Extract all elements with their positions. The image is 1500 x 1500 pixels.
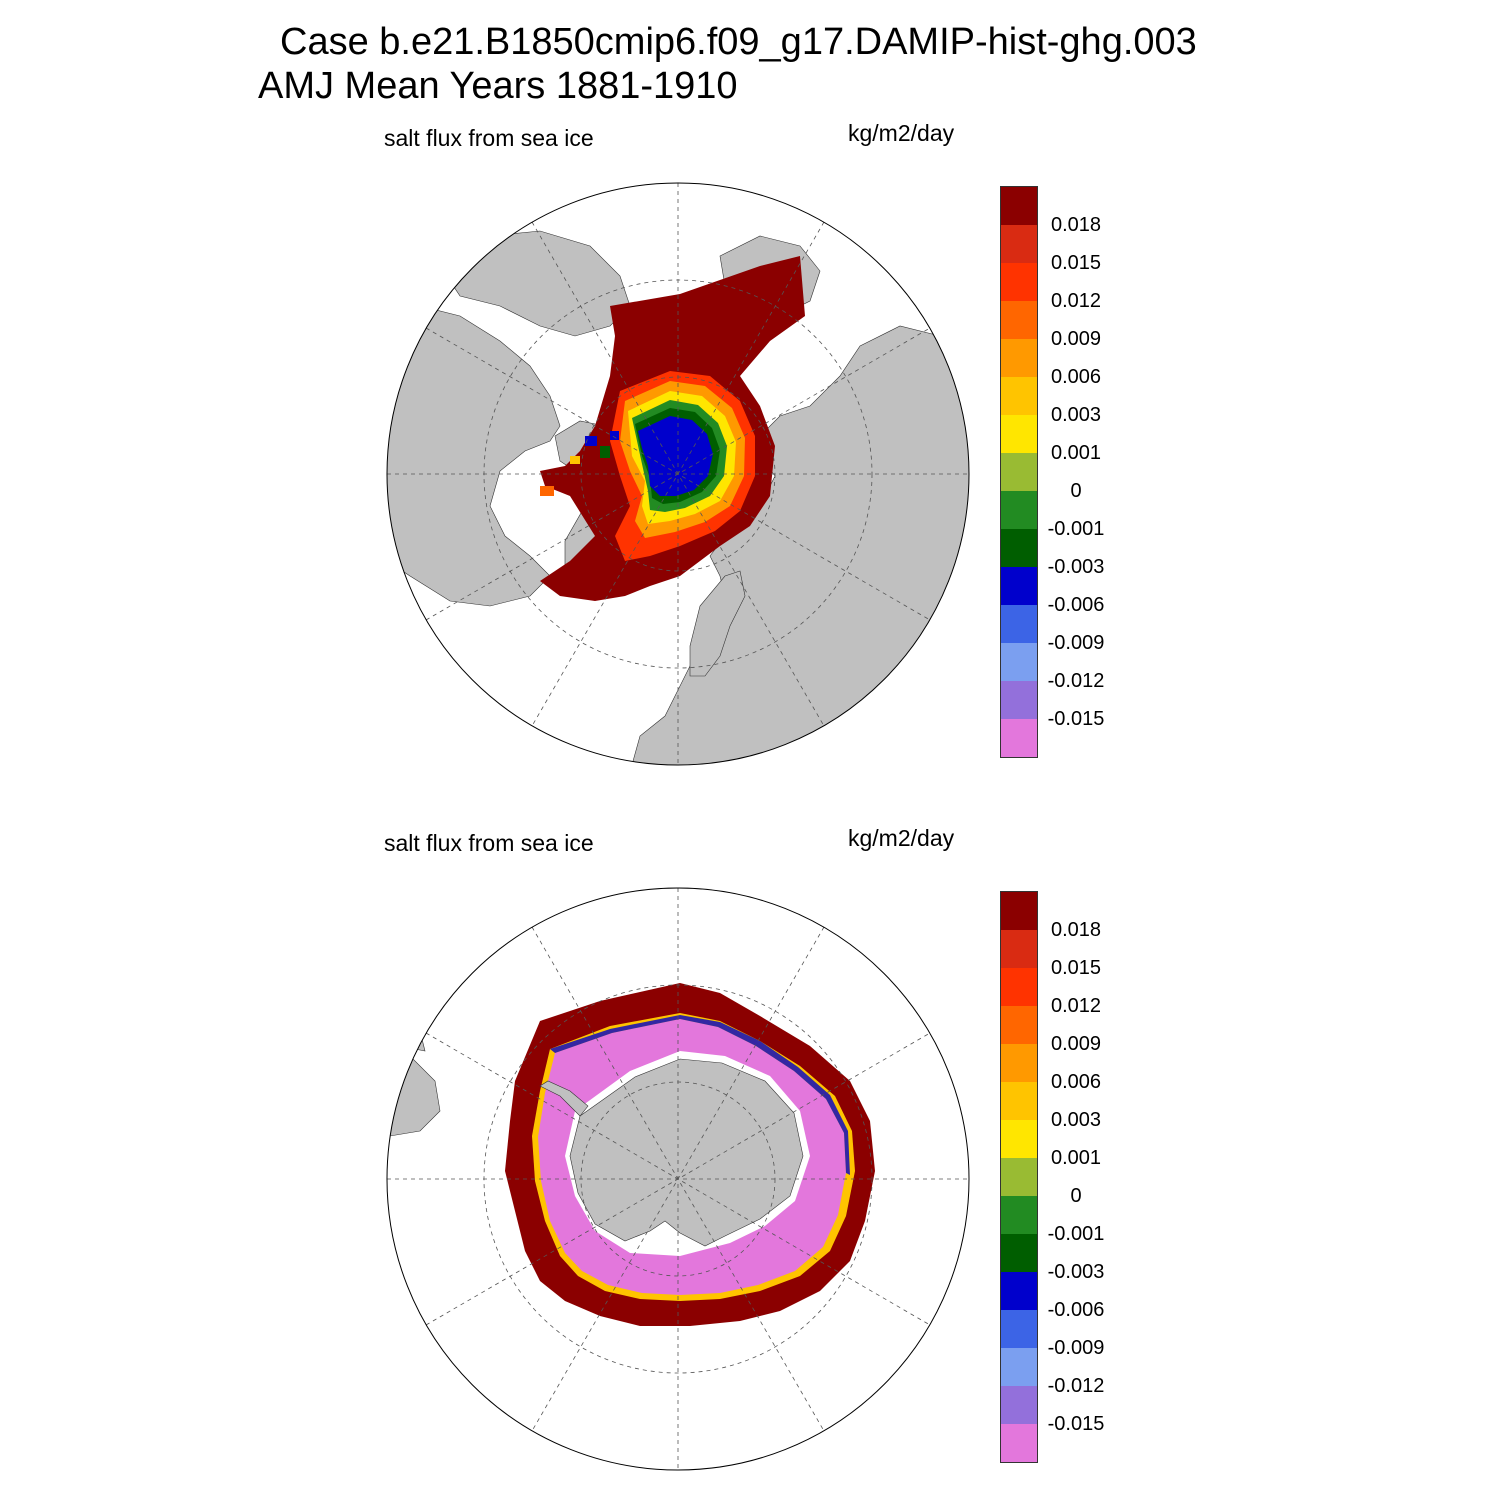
colorbar-level-label: -0.012 — [1047, 1375, 1105, 1397]
antarctic-flux-edge — [550, 1015, 850, 1175]
south-colorbar — [1000, 891, 1038, 1463]
colorbar-level-label: -0.006 — [1047, 594, 1105, 616]
north-map-border — [386, 182, 970, 766]
figure-title-case: Case b.e21.B1850cmip6.f09_g17.DAMIP-hist… — [280, 21, 1197, 63]
flux-band-neg006-central-arctic — [638, 416, 713, 496]
colorbar-segment — [1001, 529, 1037, 567]
colorbar-segment — [1001, 1234, 1037, 1272]
north-panel-variable-label: salt flux from sea ice — [384, 125, 594, 151]
colorbar-level-label: 0.009 — [1050, 1033, 1102, 1055]
north-polar-map — [386, 182, 970, 766]
land-antarctica — [569, 1058, 804, 1247]
colorbar-level-label: 0.012 — [1050, 290, 1102, 312]
colorbar-level-label: 0.003 — [1050, 404, 1102, 426]
colorbar-level-label: 0 — [1070, 480, 1082, 502]
colorbar-segment — [1001, 453, 1037, 491]
colorbar-segment — [1001, 719, 1037, 757]
archipelago-flux-3 — [610, 431, 619, 440]
hudson-flux-1 — [540, 486, 554, 496]
colorbar-segment — [1001, 567, 1037, 605]
colorbar-segment — [1001, 930, 1037, 968]
colorbar-level-label: 0.015 — [1050, 957, 1102, 979]
north-panel-units-label: kg/m2/day — [848, 120, 955, 146]
north-colorbar — [1000, 186, 1038, 758]
colorbar-level-label: -0.015 — [1047, 1413, 1105, 1435]
colorbar-segment — [1001, 1386, 1037, 1424]
colorbar-level-label: 0.001 — [1050, 442, 1102, 464]
archipelago-flux-4 — [570, 456, 580, 464]
archipelago-flux-1 — [585, 436, 597, 446]
land-antarctic-peninsula — [539, 1080, 589, 1117]
north-graticule — [387, 183, 969, 765]
colorbar-level-label: -0.012 — [1047, 670, 1105, 692]
colorbar-level-label: 0.018 — [1050, 919, 1102, 941]
land-scandinavia — [689, 570, 746, 677]
colorbar-segment — [1001, 1424, 1037, 1462]
south-panel-units-label: kg/m2/day — [848, 825, 955, 851]
colorbar-level-label: 0.015 — [1050, 252, 1102, 274]
colorbar-level-label: 0.006 — [1050, 1071, 1102, 1093]
colorbar-segment — [1001, 605, 1037, 643]
colorbar-segment — [1001, 263, 1037, 301]
colorbar-segment — [1001, 1082, 1037, 1120]
colorbar-segment — [1001, 1272, 1037, 1310]
land-south-america-mainland — [387, 1000, 426, 1052]
south-panel-variable-label: salt flux from sea ice — [384, 830, 594, 856]
colorbar-segment — [1001, 415, 1037, 453]
colorbar-level-label: -0.009 — [1047, 1337, 1105, 1359]
colorbar-level-label: 0.001 — [1050, 1147, 1102, 1169]
colorbar-segment — [1001, 301, 1037, 339]
south-graticule — [387, 888, 969, 1470]
colorbar-segment — [1001, 1044, 1037, 1082]
colorbar-level-label: -0.003 — [1047, 556, 1105, 578]
colorbar-segment — [1001, 225, 1037, 263]
colorbar-level-label: -0.003 — [1047, 1261, 1105, 1283]
colorbar-level-label: -0.001 — [1047, 1223, 1105, 1245]
colorbar-segment — [1001, 1158, 1037, 1196]
colorbar-segment — [1001, 187, 1037, 225]
colorbar-segment — [1001, 491, 1037, 529]
colorbar-segment — [1001, 681, 1037, 719]
figure-title-period: AMJ Mean Years 1881-1910 — [258, 65, 738, 107]
colorbar-segment — [1001, 1348, 1037, 1386]
colorbar-level-label: -0.009 — [1047, 632, 1105, 654]
archipelago-flux-2 — [600, 446, 610, 458]
colorbar-segment — [1001, 1120, 1037, 1158]
colorbar-segment — [1001, 643, 1037, 681]
colorbar-level-label: -0.006 — [1047, 1299, 1105, 1321]
south-map-border — [386, 887, 970, 1471]
colorbar-segment — [1001, 1310, 1037, 1348]
colorbar-segment — [1001, 1196, 1037, 1234]
colorbar-level-label: 0.003 — [1050, 1109, 1102, 1131]
south-land-antarctica — [539, 1051, 810, 1256]
colorbar-level-label: -0.001 — [1047, 518, 1105, 540]
colorbar-level-label: 0.012 — [1050, 995, 1102, 1017]
colorbar-level-label: 0.006 — [1050, 366, 1102, 388]
colorbar-level-label: 0.009 — [1050, 328, 1102, 350]
colorbar-segment — [1001, 1006, 1037, 1044]
colorbar-segment — [1001, 377, 1037, 415]
colorbar-level-label: -0.015 — [1047, 708, 1105, 730]
south-polar-map — [386, 887, 970, 1471]
colorbar-level-label: 0 — [1070, 1185, 1082, 1207]
colorbar-segment — [1001, 892, 1037, 930]
colorbar-segment — [1001, 968, 1037, 1006]
colorbar-level-label: 0.018 — [1050, 214, 1102, 236]
colorbar-segment — [1001, 339, 1037, 377]
